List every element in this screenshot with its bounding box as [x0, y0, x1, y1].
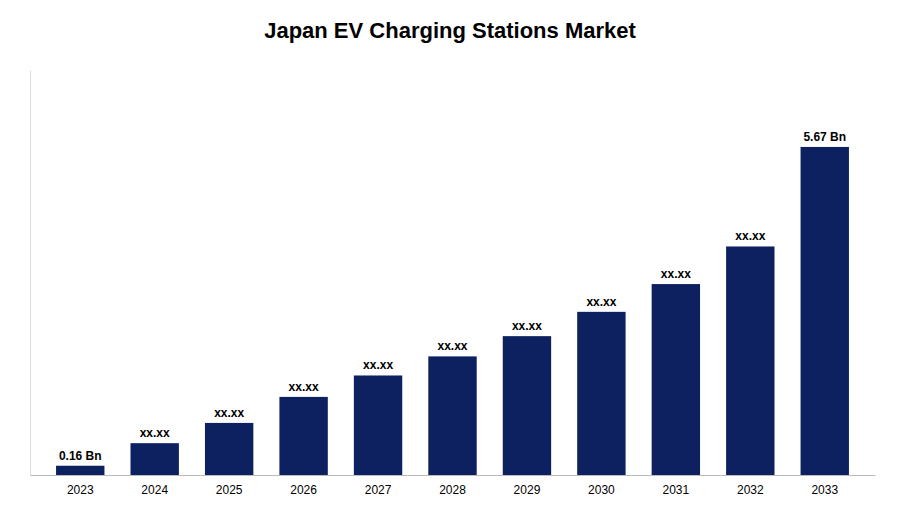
data-label: xx.xx [140, 426, 170, 440]
x-axis: 2023 2024 2025 2026 2027 2028 2029 2030 2031 2032… [31, 476, 876, 497]
x-tick-label: 2033 [811, 483, 838, 497]
data-label: xx.xx [289, 380, 319, 394]
bar [726, 246, 774, 475]
x-tick-label: 2024 [141, 483, 168, 497]
x-tick-label: 2023 [67, 483, 94, 497]
data-label: xx.xx [735, 229, 765, 243]
x-tick: 2023 [67, 483, 94, 497]
x-tick: 2032 [737, 483, 764, 497]
chart: Japan EV Charging Stations Market2023202… [0, 0, 900, 525]
bar [652, 284, 700, 475]
bar [577, 312, 625, 475]
bar [428, 356, 476, 475]
bar [131, 443, 179, 475]
data-label: xx.xx [661, 267, 691, 281]
x-tick: 2031 [662, 483, 689, 497]
title: Japan EV Charging Stations Market [264, 18, 636, 43]
x-tick-label: 2030 [588, 483, 615, 497]
x-tick: 2028 [439, 483, 466, 497]
data-label: 0.16 Bn [59, 449, 102, 463]
data-label: xx.xx [586, 295, 616, 309]
data-label: xx.xx [214, 406, 244, 420]
bar [503, 336, 551, 475]
data-labels: 0.16 Bn xx.xx xx.xx xx.xx xx.xx xx.xx xx.xx xx.… [59, 130, 846, 463]
data-label: 5.67 Bn [803, 130, 846, 144]
x-axis-line [31, 475, 876, 476]
x-tick: 2024 [141, 483, 168, 497]
x-tick-label: 2032 [737, 483, 764, 497]
x-tick-label: 2031 [662, 483, 689, 497]
x-tick: 2030 [588, 483, 615, 497]
data-label: xx.xx [437, 339, 467, 353]
x-tick: 2027 [365, 483, 392, 497]
x-tick: 2033 [811, 483, 838, 497]
bars [56, 147, 849, 475]
x-tick-label: 2026 [290, 483, 317, 497]
bar [279, 397, 327, 475]
y-axis [30, 71, 31, 476]
bar [801, 147, 849, 475]
bar [354, 375, 402, 475]
bar [56, 466, 104, 475]
x-tick: 2026 [290, 483, 317, 497]
x-tick: 2025 [216, 483, 243, 497]
x-tick: 2029 [514, 483, 541, 497]
data-label: xx.xx [363, 358, 393, 372]
x-tick-label: 2027 [365, 483, 392, 497]
data-label: xx.xx [512, 319, 542, 333]
x-tick-label: 2028 [439, 483, 466, 497]
y-axis-line [30, 71, 31, 476]
x-tick-label: 2029 [514, 483, 541, 497]
plot: 2023 2024 2025 2026 2027 2028 2029 2030 2031 2032… [31, 71, 876, 497]
bar [205, 423, 253, 475]
x-tick-label: 2025 [216, 483, 243, 497]
